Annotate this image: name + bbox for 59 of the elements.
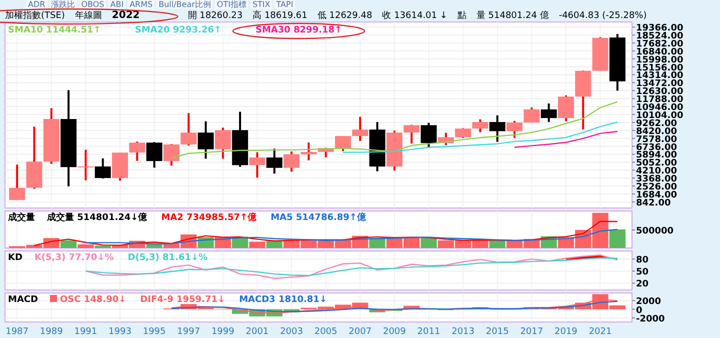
x-tick-label: 2017 bbox=[520, 327, 544, 337]
text: ABI bbox=[110, 0, 124, 9]
legend-label: OSC 148.90↓ bbox=[60, 295, 126, 305]
series-label: K(5,3) 77.70↓% bbox=[34, 253, 114, 263]
text: TAPI bbox=[275, 0, 294, 9]
text: 低 12629.48 bbox=[317, 10, 372, 21]
series-label: 成交量 514801.24↓億 bbox=[46, 212, 148, 223]
text: ADR bbox=[28, 0, 46, 9]
x-tick-label: 1995 bbox=[142, 327, 166, 337]
x-tick-label: 2015 bbox=[486, 327, 509, 337]
x-tick-label: 2021 bbox=[588, 327, 612, 337]
series-label: MA5 514786.89↑億 bbox=[270, 212, 367, 223]
y-tick-label: -2000 bbox=[636, 314, 665, 324]
text: 收 13614.01 ↓ bbox=[382, 10, 448, 21]
text: 漲跌比 bbox=[51, 0, 76, 9]
series-label: D(5,3) 81.61↓% bbox=[128, 253, 208, 263]
x-tick-label: 2001 bbox=[246, 327, 269, 337]
text: 2022 bbox=[112, 10, 140, 21]
y-tick-label: 80 bbox=[636, 256, 649, 266]
text: SMA20 9293.26↑ bbox=[134, 26, 222, 36]
x-tick-label: 1993 bbox=[108, 327, 132, 337]
x-tick-label: 1997 bbox=[177, 327, 200, 337]
y-tick-label: 0 bbox=[636, 306, 642, 316]
y-tick-label: 500000 bbox=[636, 226, 674, 236]
text: OBOS bbox=[81, 0, 104, 9]
x-tick-label: 2013 bbox=[452, 327, 474, 337]
chart-title: 加權指數(TSE) bbox=[5, 10, 65, 21]
x-tick-label: 2003 bbox=[280, 327, 303, 337]
x-tick-label: 2009 bbox=[382, 327, 406, 337]
y-tick-label: 50 bbox=[636, 268, 649, 278]
x-tick-label: 2019 bbox=[554, 327, 578, 337]
text: 開 18260.23 bbox=[188, 10, 243, 21]
x-tick-label: 2011 bbox=[417, 327, 440, 337]
chart-title: KD bbox=[8, 253, 22, 263]
x-tick-label: 1989 bbox=[40, 327, 64, 337]
text: Bull/Bear比例 bbox=[158, 0, 211, 9]
y-tick-label: 2000 bbox=[636, 297, 662, 308]
chart-subtitle: 年線圖 bbox=[74, 10, 102, 21]
text: SMA30 8299.18↑ bbox=[255, 26, 342, 36]
text: ARMS bbox=[130, 0, 153, 9]
x-tick-label: 1999 bbox=[211, 327, 235, 337]
series-label: MA2 734985.57↑億 bbox=[161, 212, 258, 223]
text: 量 514801.24 億 bbox=[476, 10, 549, 21]
y-tick-label: 842.00 bbox=[636, 198, 671, 208]
y-tick-label: 20 bbox=[636, 280, 649, 290]
x-tick-label: 2005 bbox=[314, 327, 338, 337]
chart-title: 成交量 bbox=[7, 212, 35, 223]
text: 高 18619.61 bbox=[252, 10, 308, 21]
x-tick-label: 1991 bbox=[74, 327, 98, 337]
text: SMA10 11444.51↑ bbox=[8, 26, 101, 36]
x-tick-label: 2007 bbox=[348, 327, 372, 337]
series-label: MACD3 1810.81↓ bbox=[239, 295, 327, 305]
text: OTI指標 bbox=[216, 0, 246, 9]
series-label: DIF4-9 1959.71↓ bbox=[140, 295, 226, 305]
text: STIX bbox=[252, 0, 271, 9]
text: 點 bbox=[456, 10, 466, 21]
chart-title: MACD bbox=[8, 295, 38, 305]
x-tick-label: 1987 bbox=[6, 327, 29, 337]
text: -4604.83 (-25.28%) bbox=[558, 11, 647, 21]
